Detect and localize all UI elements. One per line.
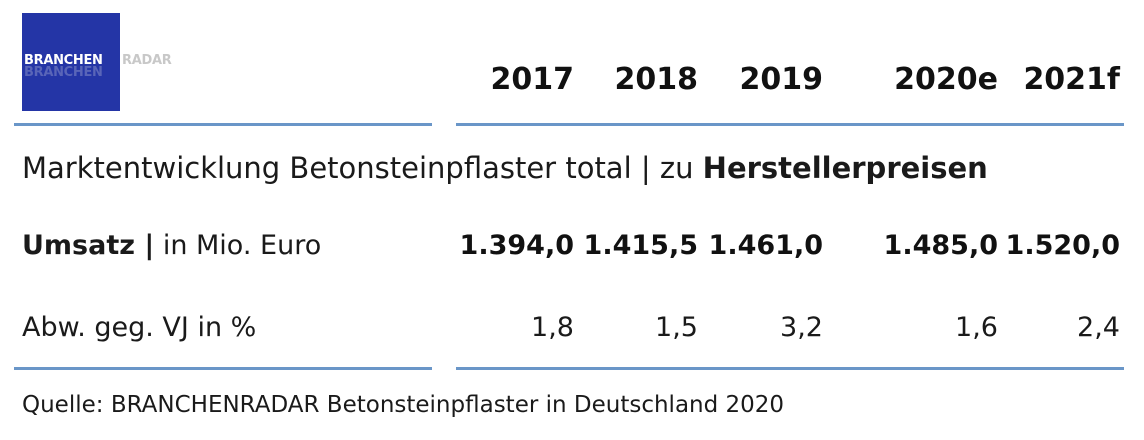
row-label-0: Umsatz | in Mio. Euro bbox=[22, 226, 321, 266]
table-cell-r0-c1: 1.415,5 bbox=[583, 230, 698, 261]
row-label-1: Abw. geg. VJ in % bbox=[22, 308, 256, 348]
logo-reflection: BRANCHEN bbox=[24, 65, 103, 80]
header-rule-right bbox=[456, 123, 1124, 126]
row-label-bold-0: Umsatz | bbox=[22, 230, 155, 261]
logo-text-part2: RADAR bbox=[122, 53, 172, 68]
subtitle-bold: Herstellerpreisen bbox=[702, 151, 988, 185]
footer-rule-left bbox=[14, 367, 432, 370]
table-subtitle: Marktentwicklung Betonsteinpflaster tota… bbox=[22, 148, 988, 188]
header-rule-left bbox=[14, 123, 432, 126]
table-cell-r0-c2: 1.461,0 bbox=[708, 230, 823, 261]
source-note: Quelle: BRANCHENRADAR Betonsteinpflaster… bbox=[22, 392, 785, 418]
table-cell-r1-c3: 1,6 bbox=[955, 312, 998, 343]
column-header-2: 2019 bbox=[739, 62, 824, 97]
branchenradar-logo: BRANCHEN BRANCHEN RADAR bbox=[22, 13, 172, 111]
table-cell-r1-c2: 3,2 bbox=[780, 312, 823, 343]
table-cell-r1-c0: 1,8 bbox=[531, 312, 574, 343]
footer-rule-right bbox=[456, 367, 1124, 370]
row-label-text-0: in Mio. Euro bbox=[154, 230, 322, 261]
column-header-0: 2017 bbox=[490, 62, 575, 97]
table-cell-r1-c4: 2,4 bbox=[1077, 312, 1120, 343]
table-cell-r0-c4: 1.520,0 bbox=[1005, 230, 1120, 261]
column-header-4: 2021f bbox=[1023, 62, 1120, 97]
logo-text: BRANCHEN bbox=[24, 53, 103, 68]
subtitle-main: Marktentwicklung Betonsteinpflaster tota… bbox=[22, 151, 632, 185]
table-cell-r0-c3: 1.485,0 bbox=[883, 230, 998, 261]
column-header-1: 2018 bbox=[614, 62, 699, 97]
logo-text-part1: BRANCHEN bbox=[24, 53, 103, 68]
column-header-3: 2020e bbox=[894, 62, 998, 97]
table-cell-r0-c0: 1.394,0 bbox=[459, 230, 574, 261]
subtitle-separator: | zu bbox=[631, 151, 703, 185]
table-cell-r1-c1: 1,5 bbox=[655, 312, 698, 343]
row-label-text-1: Abw. geg. VJ in % bbox=[22, 312, 257, 343]
